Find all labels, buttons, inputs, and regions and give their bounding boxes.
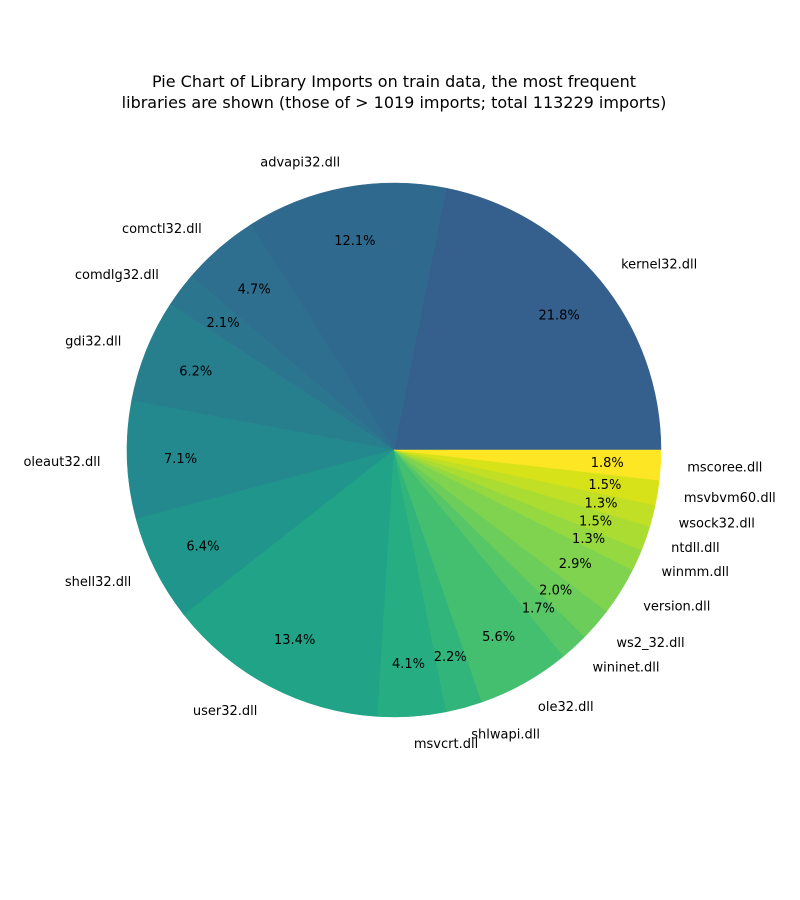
pie-slices <box>126 182 662 718</box>
slice-label: msvcrt.dll <box>414 737 478 752</box>
slice-label: shell32.dll <box>65 575 131 590</box>
slice-percent-label: 6.4% <box>186 539 219 554</box>
pie-slice-advapi32-dll <box>250 182 447 451</box>
slice-label: user32.dll <box>193 704 258 719</box>
slice-percent-label: 7.1% <box>164 452 197 467</box>
slice-label: advapi32.dll <box>260 155 340 170</box>
slice-label: kernel32.dll <box>621 258 697 273</box>
slice-labels: kernel32.dll advapi32.dll comctl32.dll comd… <box>23 155 775 752</box>
slice-percent-label: 2.2% <box>434 650 467 665</box>
slice-percent-label: 1.8% <box>591 456 624 471</box>
pie-slice-oleaut32-dll <box>126 400 395 520</box>
slice-label: shlwapi.dll <box>471 727 540 742</box>
chart-title-line-2: libraries are shown (those of > 1019 imp… <box>122 93 667 112</box>
slice-label: ws2_32.dll <box>616 636 684 651</box>
chart-title-line-1: Pie Chart of Library Imports on train da… <box>152 72 636 91</box>
slice-label: gdi32.dll <box>65 335 121 350</box>
slice-label: wininet.dll <box>592 660 659 675</box>
slice-label: oleaut32.dll <box>23 455 100 470</box>
slice-percent-label: 21.8% <box>538 309 579 324</box>
slice-percent-label: 1.7% <box>522 601 555 616</box>
slice-percent-label: 1.5% <box>579 515 612 530</box>
slice-percent-label: 12.1% <box>334 234 375 249</box>
slice-label: ntdll.dll <box>671 541 719 556</box>
slice-percent-labels: 21.8% 12.1% 4.7% 2.1% 6.2% 7.1% 6.4% 13.4% 4.1% 2… <box>164 234 624 672</box>
slice-percent-label: 2.0% <box>539 584 572 599</box>
pie-slice-kernel32-dll <box>393 187 662 451</box>
slice-percent-label: 1.3% <box>585 497 618 512</box>
pie-slice-mscoree-dll <box>393 449 662 481</box>
slice-percent-label: 4.1% <box>392 657 425 672</box>
slice-percent-label: 5.6% <box>482 630 515 645</box>
slice-percent-label: 4.7% <box>238 283 271 298</box>
slice-label: comdlg32.dll <box>75 268 159 283</box>
slice-label: winmm.dll <box>662 565 729 580</box>
slice-percent-label: 1.5% <box>588 478 621 493</box>
slice-percent-label: 6.2% <box>179 365 212 380</box>
slice-percent-label: 2.9% <box>559 557 592 572</box>
slice-label: wsock32.dll <box>679 516 755 531</box>
slice-percent-label: 1.3% <box>572 532 605 547</box>
slice-label: msvbvm60.dll <box>684 491 776 506</box>
slice-percent-label: 13.4% <box>274 633 315 648</box>
slice-label: version.dll <box>643 599 710 614</box>
slice-label: ole32.dll <box>538 700 594 715</box>
slice-label: comctl32.dll <box>122 222 202 237</box>
pie-slice-user32-dll <box>183 449 395 717</box>
slice-label: mscoree.dll <box>687 461 762 476</box>
slice-percent-label: 2.1% <box>207 316 240 331</box>
